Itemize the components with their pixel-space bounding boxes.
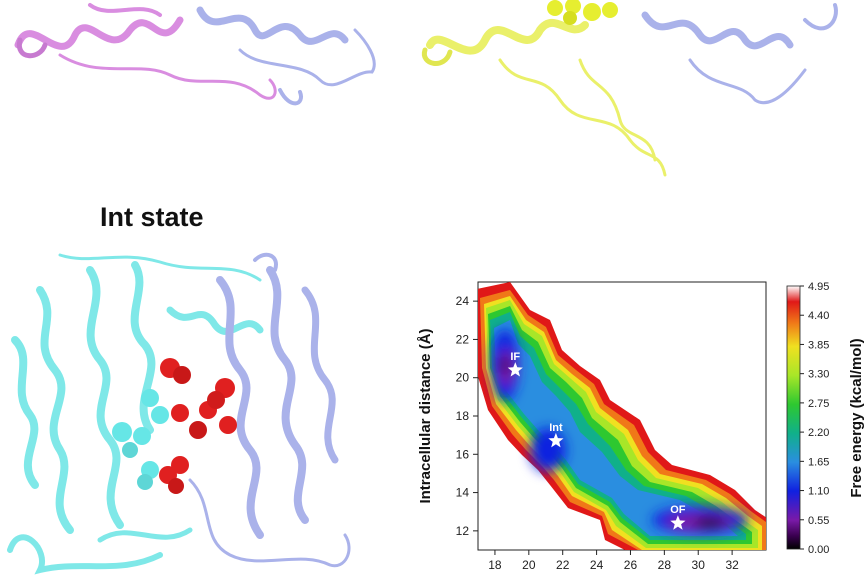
y-tick-label: 14 (456, 486, 470, 500)
state-label-of: OF (670, 504, 686, 516)
x-tick-label: 20 (522, 558, 536, 572)
state-label-if: IF (510, 351, 520, 363)
y-tick-label: 18 (456, 409, 470, 423)
colorbar-tick-label: 2.75 (808, 398, 829, 410)
x-tick-label: 24 (590, 558, 604, 572)
y-tick-label: 16 (456, 447, 470, 461)
colorbar-tick-label: 0.55 (808, 515, 829, 527)
protein-structure-int-state (7, 252, 351, 575)
colorbar-tick-label: 4.40 (808, 310, 829, 322)
x-tick-label: 28 (658, 558, 672, 572)
colorbar-tick-label: 0.00 (808, 544, 829, 556)
state-markers: IF Int OF (507, 351, 686, 530)
colorbar-tick-label: 4.95 (808, 281, 829, 293)
x-axis: 18 20 22 24 26 28 30 32 (488, 550, 739, 572)
ligand-spheres-red (159, 358, 237, 494)
x-tick-label: 32 (725, 558, 739, 572)
colorbar-tick-label: 1.10 (808, 486, 829, 498)
colorbar-tick-label: 3.85 (808, 339, 829, 351)
colorbar-label: Free energy (kcal/mol) (848, 338, 865, 497)
y-tick-label: 12 (456, 524, 470, 538)
state-star-of (670, 515, 686, 530)
y-axis-label: Intracellular distance (Å) (417, 328, 434, 503)
x-tick-label: 26 (624, 558, 638, 572)
x-tick-label: 18 (488, 558, 502, 572)
energy-surface (478, 282, 766, 550)
state-star-int (548, 432, 564, 448)
y-axis: 12 14 16 18 20 22 24 (456, 294, 478, 538)
state-label-int: Int (549, 422, 563, 434)
colorbar-tick-label: 3.30 (808, 369, 829, 381)
x-tick-label: 22 (556, 558, 570, 572)
colorbar-tick-label: 1.65 (808, 456, 829, 468)
panel-title: Int state (100, 202, 204, 232)
y-tick-label: 22 (456, 332, 470, 346)
colorbar (786, 285, 801, 550)
protein-structure-top-right (421, 0, 838, 177)
x-tick-label: 30 (692, 558, 706, 572)
colorbar-tick-label: 2.20 (808, 427, 829, 439)
ligand-spheres-yellow (547, 0, 618, 25)
y-tick-label: 24 (456, 294, 470, 308)
protein-structure-top-left (14, 3, 376, 106)
ligand-spheres-cyan (112, 389, 169, 490)
y-tick-label: 20 (456, 371, 470, 385)
colorbar-scale: 0.00 0.55 1.10 1.65 2.20 2.75 3.30 3.85 4.40 4.95 (800, 281, 829, 556)
state-star-if (507, 362, 523, 377)
